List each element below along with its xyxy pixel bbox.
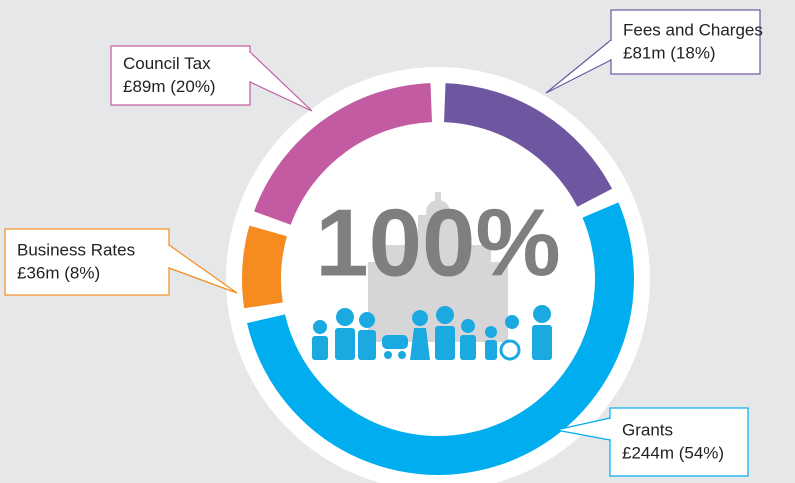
callout-pointer [249, 51, 313, 112]
donut-segment [247, 202, 634, 476]
callout-box [110, 45, 251, 106]
donut-segment [254, 83, 432, 225]
category-label: Business Rates [17, 240, 135, 259]
center-label: 100% [315, 189, 561, 296]
value-label: £81m (18%) [623, 43, 716, 62]
donut-segment [241, 225, 287, 309]
callout-box [609, 407, 749, 477]
callout: Council Tax £89m (20%) [110, 45, 313, 112]
callout-pointer [168, 244, 238, 294]
donut-segment [444, 83, 613, 207]
callout-pointer [555, 417, 611, 441]
callout: Fees and Charges £81m (18%) [545, 9, 763, 94]
callout: Business Rates £36m (8%) [4, 228, 238, 296]
value-label: £244m (54%) [622, 443, 724, 462]
category-label: Council Tax [123, 54, 211, 73]
callout: Grants £244m (54%) [555, 407, 749, 477]
value-label: £89m (20%) [123, 77, 216, 96]
callout-pointer [545, 39, 612, 94]
category-label: Grants [622, 420, 673, 439]
callout-box [610, 9, 761, 75]
value-label: £36m (8%) [17, 263, 100, 282]
people-icons [312, 305, 552, 361]
callout-box [4, 228, 170, 296]
category-label: Fees and Charges [623, 20, 763, 39]
